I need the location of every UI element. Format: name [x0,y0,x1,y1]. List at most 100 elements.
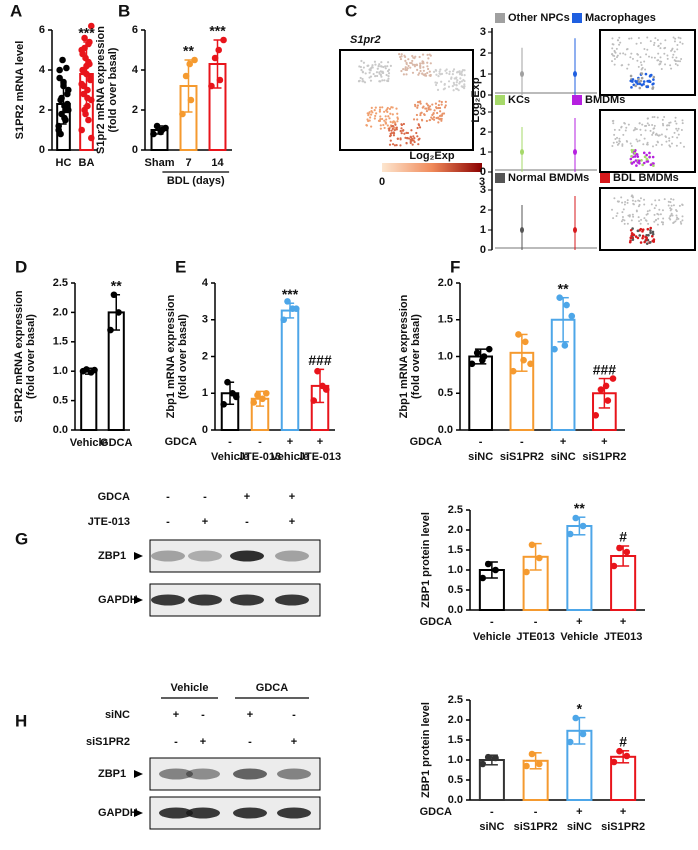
y-tick-label: 0.0 [448,794,463,806]
umap-dot [670,67,673,70]
umap-dot [380,75,383,78]
umap-dot [645,238,648,242]
violin-tick-label: 3 [480,184,486,196]
umap-dot [675,144,678,147]
umap-dot [635,42,638,45]
umap-dot [615,215,618,218]
umap-dot [621,211,624,214]
data-point [528,750,536,758]
umap-dot [669,209,672,212]
data-point [208,82,215,90]
umap-dot [656,39,659,42]
umap-dot [615,47,618,50]
y-axis-label: S1pr2 mRNA expression [95,26,107,154]
umap-dot [632,160,636,164]
umap-dot [631,238,635,241]
sign: - [479,436,483,448]
umap-dot [433,109,436,112]
umap-dot [358,65,361,68]
umap-dot [383,119,386,122]
umap-dot [410,129,413,132]
umap-dot [426,61,429,64]
umap-dot [399,130,402,133]
x-tick-label: siS1PR2 [500,451,544,463]
umap-dot [630,37,633,40]
umap-dot [386,79,389,83]
umap-dot [664,135,667,138]
umap-dot [402,128,405,132]
umap-dot [663,198,666,201]
umap-dot [435,107,438,110]
data-point [310,397,318,404]
umap-dot [444,100,447,103]
umap-dot [612,122,615,125]
umap-dot [630,219,633,222]
umap-dot [460,73,464,77]
row-label: GDCA [420,616,452,628]
umap-dot [383,126,386,130]
umap-dot [402,68,405,71]
umap-dot [613,55,616,58]
umap-dot [670,49,673,52]
umap-dot [400,132,403,135]
umap-dot [630,150,634,154]
band [159,768,193,780]
umap-dot [363,81,367,84]
umap-dot [646,122,649,125]
umap-dot [677,36,680,39]
umap-dot [396,137,399,140]
umap-dot [645,153,648,157]
umap-dot [644,235,647,239]
umap-dot [638,162,641,165]
umap-dot [437,121,440,124]
umap-dot [384,65,387,68]
umap-dot [651,123,654,126]
umap-dot [395,126,398,129]
umap-dot [443,106,447,109]
umap-dot [647,233,650,237]
band [277,807,311,819]
x-tick-label: Sham [145,157,175,169]
umap-dot [379,70,382,73]
umap-dot [613,197,616,200]
umap-dot [381,117,384,121]
data-point [485,345,493,353]
umap-dot [646,117,649,120]
umap-frame [339,49,474,151]
umap-dot [437,117,440,120]
data-point [292,305,300,313]
umap-dot [460,85,463,88]
umap-dot [653,213,656,216]
umap-dot [630,162,634,165]
sign: - [292,709,296,721]
umap-dot [629,56,632,59]
umap-dot [393,144,397,147]
x-tick-label: JTE013 [516,631,555,643]
data-point [522,338,529,346]
umap-dot [618,129,621,132]
umap-dot [632,203,635,206]
umap-dot [411,63,415,66]
umap-dot [636,229,640,233]
umap-dot [387,68,391,71]
umap-dot [681,203,684,206]
umap-dot [414,105,417,108]
umap-dot [381,79,384,82]
umap-dot [388,129,391,132]
umap-dot [374,63,377,66]
umap-dot [671,214,674,217]
umap-dot [375,71,379,74]
umap-dot [658,208,661,211]
umap-dot [613,58,616,61]
umap-dot [621,218,624,221]
umap-dot [418,55,421,59]
umap-dot [634,159,638,162]
legend-label: Other NPCs [508,12,570,24]
umap-dot [621,216,624,219]
umap-dot [614,138,617,141]
umap-dot [383,110,386,113]
sign: - [490,806,494,818]
data-point [262,389,270,397]
umap-dot [645,143,648,146]
umap-dot [448,72,451,76]
